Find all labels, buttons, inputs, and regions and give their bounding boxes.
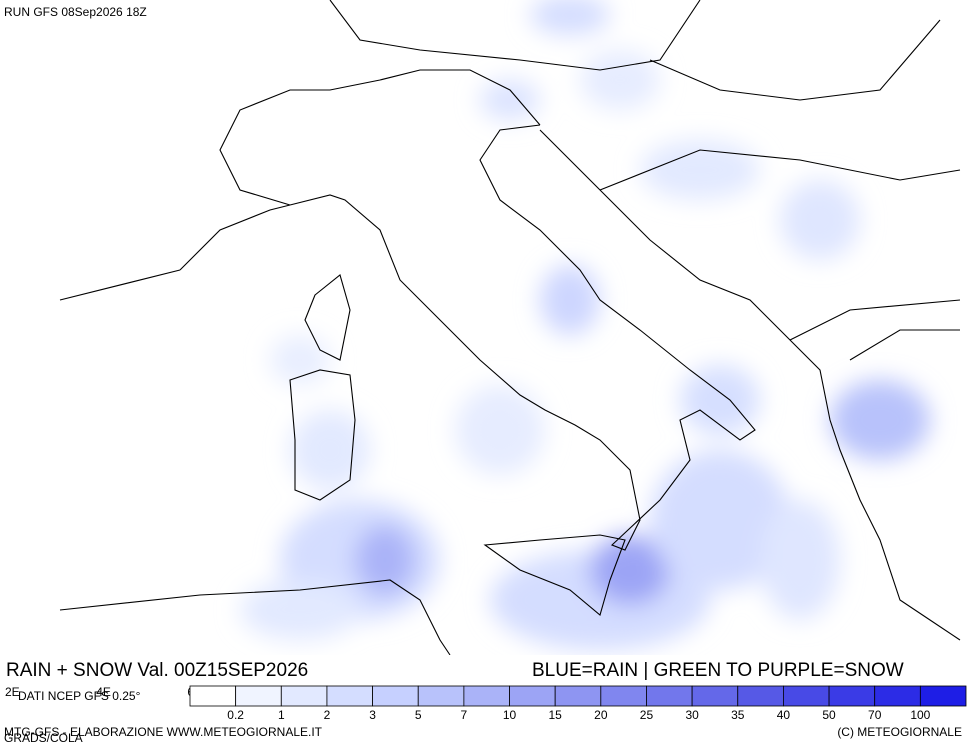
source-label: DATI NCEP GFS 0.25° xyxy=(18,689,141,703)
colorbar-box xyxy=(919,685,967,707)
colorbar-box xyxy=(646,685,693,707)
colorbar-label: 35 xyxy=(731,708,745,722)
colorbar-label: 0.2 xyxy=(227,708,244,722)
longitude-label: 2E xyxy=(5,685,20,699)
colorbar-label: 25 xyxy=(640,708,654,722)
colorbar-box xyxy=(417,685,465,707)
colorbar-box xyxy=(828,685,876,707)
colorbar-label: 7 xyxy=(461,708,468,722)
colorbar-box xyxy=(280,685,328,707)
legend-note: BLUE=RAIN | GREEN TO PURPLE=SNOW xyxy=(532,660,904,681)
colorbar: 0.2 1 2 3 5 7 10 15 20 25 30 35 40 50 70 100 xyxy=(189,685,967,722)
colorbar-box xyxy=(509,685,556,707)
colorbar-label: 15 xyxy=(548,708,562,722)
colorbar-label: 3 xyxy=(369,708,376,722)
colorbar-label: 50 xyxy=(822,708,836,722)
colorbar-box xyxy=(600,685,647,707)
colorbar-label: 5 xyxy=(415,708,422,722)
colorbar-label: 1 xyxy=(278,708,285,722)
colorbar-box xyxy=(554,685,602,707)
colorbar-label: 40 xyxy=(777,708,791,722)
colorbar-box xyxy=(189,685,237,707)
colorbar-label: 30 xyxy=(685,708,699,722)
colorbar-label: 10 xyxy=(503,708,517,722)
colorbar-label: 100 xyxy=(910,708,930,722)
software-label: GRADS/COLA xyxy=(4,731,83,745)
colorbar-box xyxy=(372,685,419,707)
coastlines xyxy=(59,0,961,656)
colorbar-box xyxy=(691,685,739,707)
longitude-label: 4E xyxy=(96,685,111,699)
colorbar-box xyxy=(874,685,921,707)
colorbar-label: 20 xyxy=(594,708,608,722)
colorbar-label: 70 xyxy=(868,708,882,722)
colorbar-box xyxy=(783,685,830,707)
precipitation xyxy=(240,0,930,650)
colorbar-box xyxy=(737,685,784,707)
colorbar-box xyxy=(326,685,373,707)
colorbar-label: 2 xyxy=(324,708,331,722)
field-label: RAIN + SNOW Val. 00Z15SEP2026 xyxy=(6,660,308,681)
copyright-label: (C) METEOGIORNALE xyxy=(837,725,962,739)
run-label: RUN GFS 08Sep2026 18Z xyxy=(4,5,147,19)
colorbar-box xyxy=(463,685,510,707)
credit-label: MTG-GFS - ELABORAZIONE WWW.METEOGIORNALE… xyxy=(4,725,323,739)
field-box xyxy=(2,658,412,682)
colorbar-box xyxy=(235,685,282,707)
